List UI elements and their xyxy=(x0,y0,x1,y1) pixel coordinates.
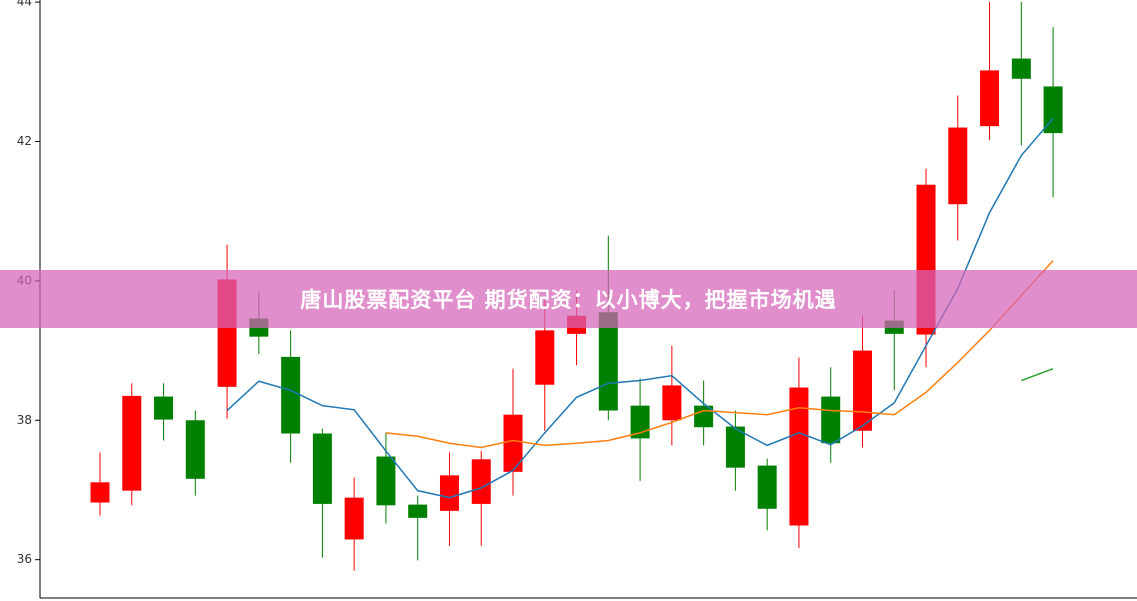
ma-line xyxy=(1021,367,1054,382)
candle-body xyxy=(471,459,491,504)
y-tick-label: 38 xyxy=(17,413,32,427)
candle-body xyxy=(122,395,142,491)
candle-body xyxy=(1043,86,1063,134)
candle-body xyxy=(535,330,555,385)
candle-body xyxy=(344,497,364,540)
candle-body xyxy=(980,70,1000,127)
candle-body xyxy=(312,433,332,504)
candle-body xyxy=(90,482,110,503)
candle-body xyxy=(408,504,428,518)
y-tick-label: 42 xyxy=(17,134,32,148)
candle-body xyxy=(630,405,650,439)
candle-body xyxy=(757,465,777,509)
ma-line xyxy=(226,117,1054,499)
candle-body xyxy=(281,356,301,434)
candle-body xyxy=(376,456,396,506)
candle-body xyxy=(439,475,459,511)
candle-body xyxy=(154,396,174,420)
ma-line xyxy=(385,260,1054,449)
candle-body xyxy=(185,420,205,479)
y-tick-label: 44 xyxy=(17,0,32,9)
candle-body xyxy=(852,350,872,431)
candle-body xyxy=(662,385,682,421)
candle-body xyxy=(1011,58,1031,79)
candle-body xyxy=(789,387,809,526)
banner-text: 唐山股票配资平台 期货配资：以小博大，把握市场机遇 xyxy=(300,288,837,312)
y-tick-label: 36 xyxy=(17,552,32,566)
candle-body xyxy=(503,414,523,472)
candle-body xyxy=(725,426,745,468)
banner: 唐山股票配资平台 期货配资：以小博大，把握市场机遇 xyxy=(0,270,1137,328)
candle-body xyxy=(948,127,968,205)
candle-body xyxy=(821,396,841,444)
